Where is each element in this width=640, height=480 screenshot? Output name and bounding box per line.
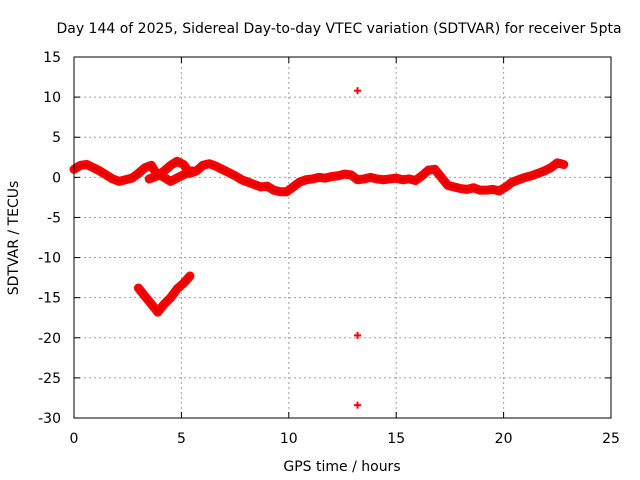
x-axis-label: GPS time / hours — [283, 459, 400, 475]
grid — [74, 57, 611, 418]
y-axis-label: SDTVAR / TECUs — [6, 181, 22, 296]
y-tick-label: 0 — [52, 170, 61, 186]
y-tick-label: 10 — [43, 90, 61, 106]
x-tick-label: 0 — [70, 431, 79, 447]
y-tick-label: -15 — [38, 291, 61, 307]
x-tick-label: 5 — [177, 431, 186, 447]
plot-frame — [73, 56, 612, 419]
y-tick-label: -10 — [38, 251, 61, 267]
y-tick-label: 15 — [43, 50, 61, 66]
y-tick-label: -5 — [47, 210, 61, 226]
x-axis: 0 5 10 15 20 25 — [70, 57, 620, 447]
y-tick-label: -25 — [38, 371, 61, 387]
plot-area — [69, 87, 569, 409]
y-tick-label: -30 — [38, 411, 61, 427]
series-outliers-point — [354, 401, 362, 409]
y-tick-label: 5 — [52, 130, 61, 146]
y-tick-label: -20 — [38, 331, 61, 347]
chart-title: Day 144 of 2025, Sidereal Day-to-day VTE… — [56, 21, 621, 37]
x-tick-label: 25 — [602, 431, 620, 447]
series-outliers-point — [354, 87, 362, 95]
series-outliers-point — [354, 331, 362, 339]
x-tick-label: 20 — [495, 431, 513, 447]
series-low-arc — [133, 271, 195, 317]
y-axis: -30 -25 -20 -15 -10 -5 0 5 10 15 — [38, 50, 611, 427]
series-low-arc-texture — [136, 274, 192, 314]
x-tick-label: 10 — [280, 431, 298, 447]
series-secondary-band-texture — [147, 169, 194, 183]
x-tick-label: 15 — [387, 431, 405, 447]
